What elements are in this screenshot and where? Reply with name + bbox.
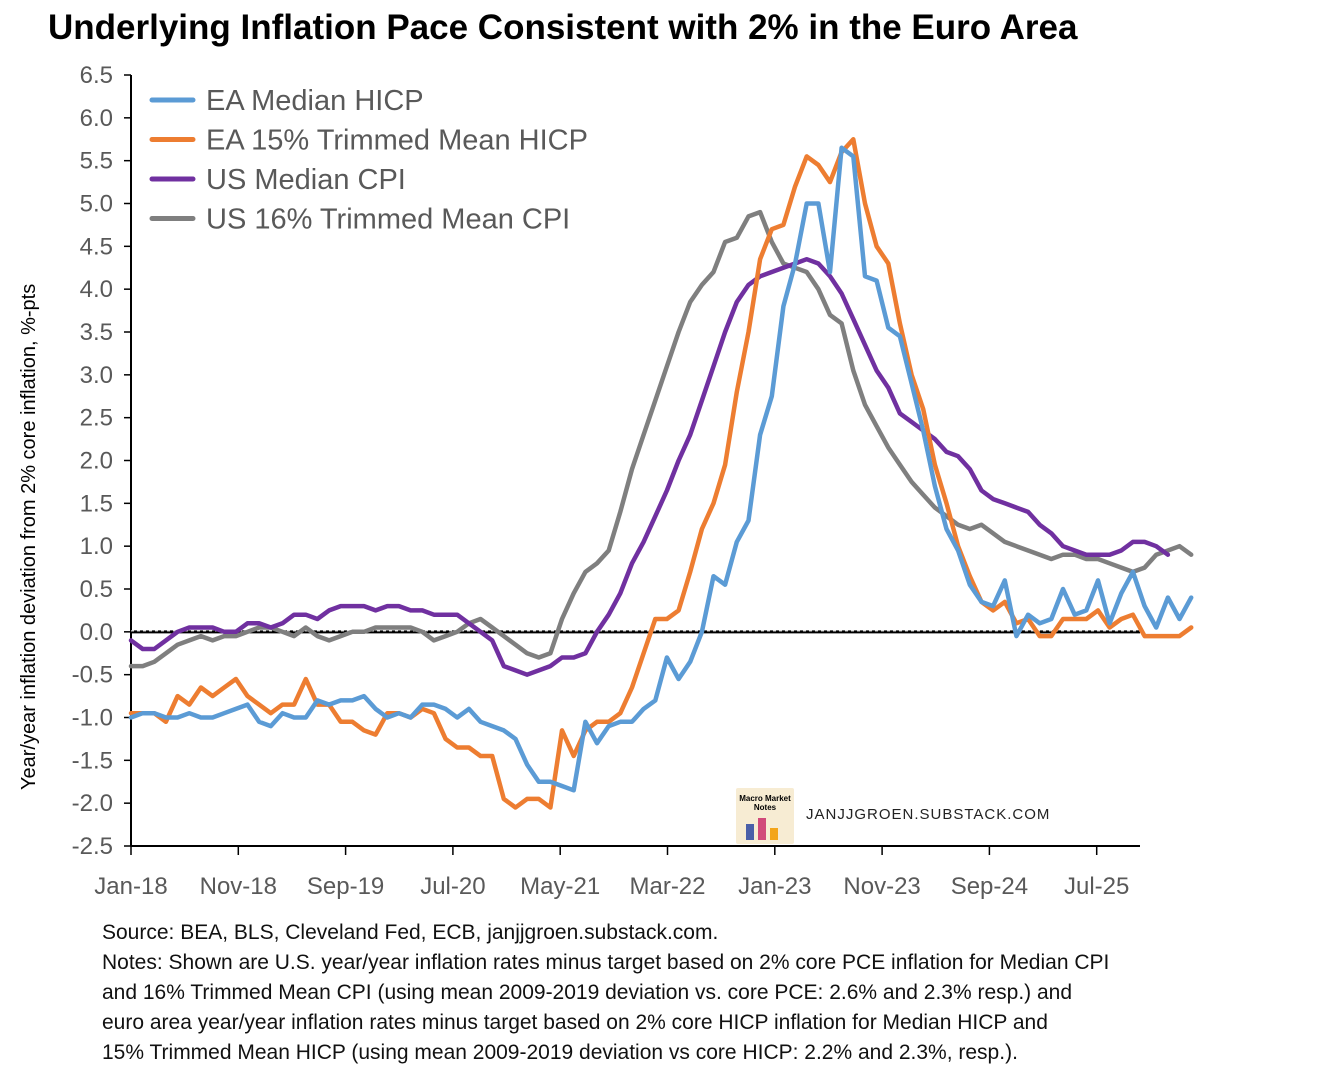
x-tick-label: May-21 [520, 873, 600, 900]
y-tick-label: -2.5 [72, 833, 113, 860]
x-tick-label: Mar-22 [629, 873, 705, 900]
y-tick-label: 6.0 [80, 105, 113, 132]
y-tick-label: 6.5 [80, 62, 113, 89]
x-tick-label: Jan-18 [94, 873, 167, 900]
line-chart: 6.5 6.0 5.5 5.0 4.5 4.0 3.5 3.0 2.5 2.0 1.5 1.0 0.5 0… [72, 62, 1194, 900]
x-tick-label: Sep-19 [307, 873, 384, 900]
legend-label: US 16% Trimmed Mean CPI [206, 204, 570, 236]
y-tick-label: 2.0 [80, 448, 113, 475]
x-tick-label: Jan-23 [738, 873, 811, 900]
y-tick-label: 4.5 [80, 233, 113, 260]
y-tick-label: -1.5 [72, 747, 113, 774]
x-tick-label: Sep-24 [951, 873, 1028, 900]
x-tick-label: Nov-18 [200, 873, 277, 900]
chart-title: Underlying Inflation Pace Consistent wit… [48, 8, 1078, 47]
y-tick-label: 0.0 [80, 619, 113, 646]
legend-label: EA 15% Trimmed Mean HICP [206, 125, 588, 157]
notes-line-2: and 16% Trimmed Mean CPI (using mean 200… [102, 981, 1073, 1004]
y-tick-label: 3.0 [80, 362, 113, 389]
x-tick-label: Nov-23 [843, 873, 920, 900]
notes-line-1: Notes: Shown are U.S. year/year inflatio… [102, 951, 1110, 974]
series-line-ea-median-hicp [128, 145, 1194, 793]
y-axis-ticks: 6.5 6.0 5.5 5.0 4.5 4.0 3.5 3.0 2.5 2.0 1.5 1.0 0.5 0… [72, 62, 131, 860]
y-tick-label: 0.5 [80, 576, 113, 603]
series-line-us-16-trimmed-mean-cpi [128, 209, 1194, 669]
series-line-us-median-cpi [128, 256, 1171, 677]
series-lines [128, 137, 1194, 810]
y-tick-label: 4.0 [80, 276, 113, 303]
y-tick-label: 5.5 [80, 148, 113, 175]
y-tick-label: 1.0 [80, 533, 113, 560]
x-tick-label: Jul-25 [1064, 873, 1129, 900]
y-axis-label: Year/year inflation deviation from 2% co… [18, 283, 40, 790]
legend-label: US Median CPI [206, 164, 406, 196]
y-tick-label: 1.5 [80, 490, 113, 517]
y-tick-label: 5.0 [80, 191, 113, 218]
y-tick-label: 3.5 [80, 319, 113, 346]
y-tick-label: -1.0 [72, 705, 113, 732]
series-line-ea-15-trimmed-mean-hicp [128, 137, 1194, 810]
x-tick-label: Jul-20 [420, 873, 485, 900]
legend: EA Median HICP EA 15% Trimmed Mean HICP US… [149, 85, 588, 236]
watermark-logo: Macro Market Notes [736, 788, 794, 844]
watermark-site: JANJJGROEN.SUBSTACK.COM [806, 806, 1051, 823]
y-tick-label: 2.5 [80, 405, 113, 432]
legend-label: EA Median HICP [206, 85, 424, 117]
footnotes: Source: BEA, BLS, Cleveland Fed, ECB, ja… [102, 918, 1322, 1068]
y-tick-label: -2.0 [72, 790, 113, 817]
source-note: Source: BEA, BLS, Cleveland Fed, ECB, ja… [102, 921, 719, 944]
notes-line-4: 15% Trimmed Mean HICP (using mean 2009-2… [102, 1041, 1018, 1064]
notes-line-3: euro area year/year inflation rates minu… [102, 1011, 1048, 1034]
y-tick-label: -0.5 [72, 662, 113, 689]
x-axis-ticks: Jan-18 Nov-18 Sep-19 Jul-20 May-21 Mar-22 Jan-… [94, 846, 1129, 900]
